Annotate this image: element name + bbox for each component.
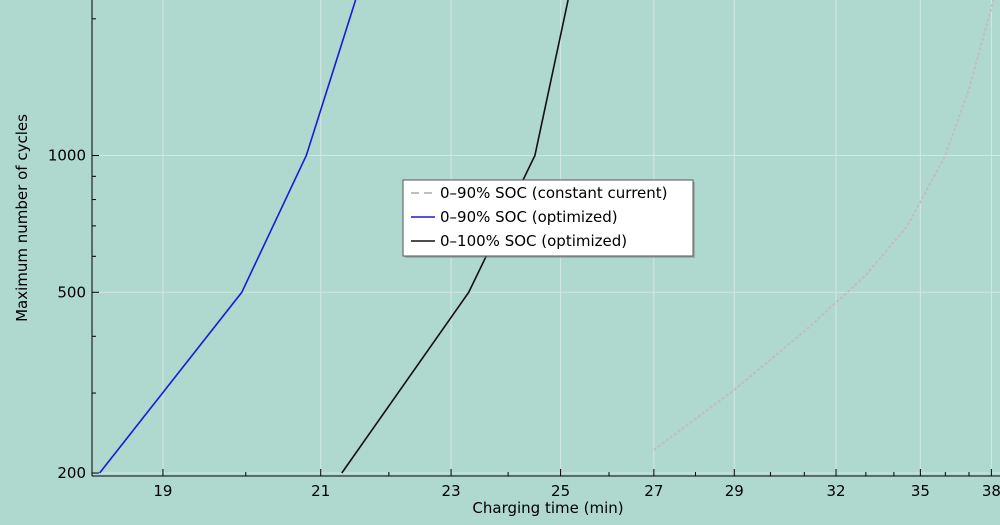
legend-label-3: 0–100% SOC (optimized): [440, 232, 627, 250]
x-axis-title: Charging time (min): [472, 499, 623, 517]
x-tick-label: 25: [551, 482, 570, 500]
x-tick-label: 32: [826, 482, 845, 500]
series-line-2: [98, 0, 357, 474]
legend-label-2: 0–90% SOC (optimized): [440, 208, 618, 226]
series-line-1: [653, 0, 995, 451]
y-tick-label: 200: [57, 464, 86, 482]
x-tick-label: 23: [442, 482, 461, 500]
x-tick-label: 38: [982, 482, 1000, 500]
x-tick-label: 35: [911, 482, 930, 500]
x-tick-label: 29: [725, 482, 744, 500]
y-axis-title: Maximum number of cycles: [13, 114, 31, 322]
legend-box: [402, 179, 694, 257]
y-tick-label: 500: [57, 283, 86, 301]
y-tick-label: 1000: [48, 147, 86, 165]
x-tick-label: 19: [153, 482, 172, 500]
axes: [91, 0, 1000, 477]
x-tick-label: 21: [311, 482, 330, 500]
legend-label-1: 0–90% SOC (constant current): [440, 184, 668, 202]
tick-labels: 19 21 23 25 27 29 32 35 38 200 500 1000: [48, 147, 1000, 500]
x-tick-label: 27: [644, 482, 663, 500]
legend: 0–90% SOC (constant current) 0–90% SOC (o…: [402, 179, 695, 258]
